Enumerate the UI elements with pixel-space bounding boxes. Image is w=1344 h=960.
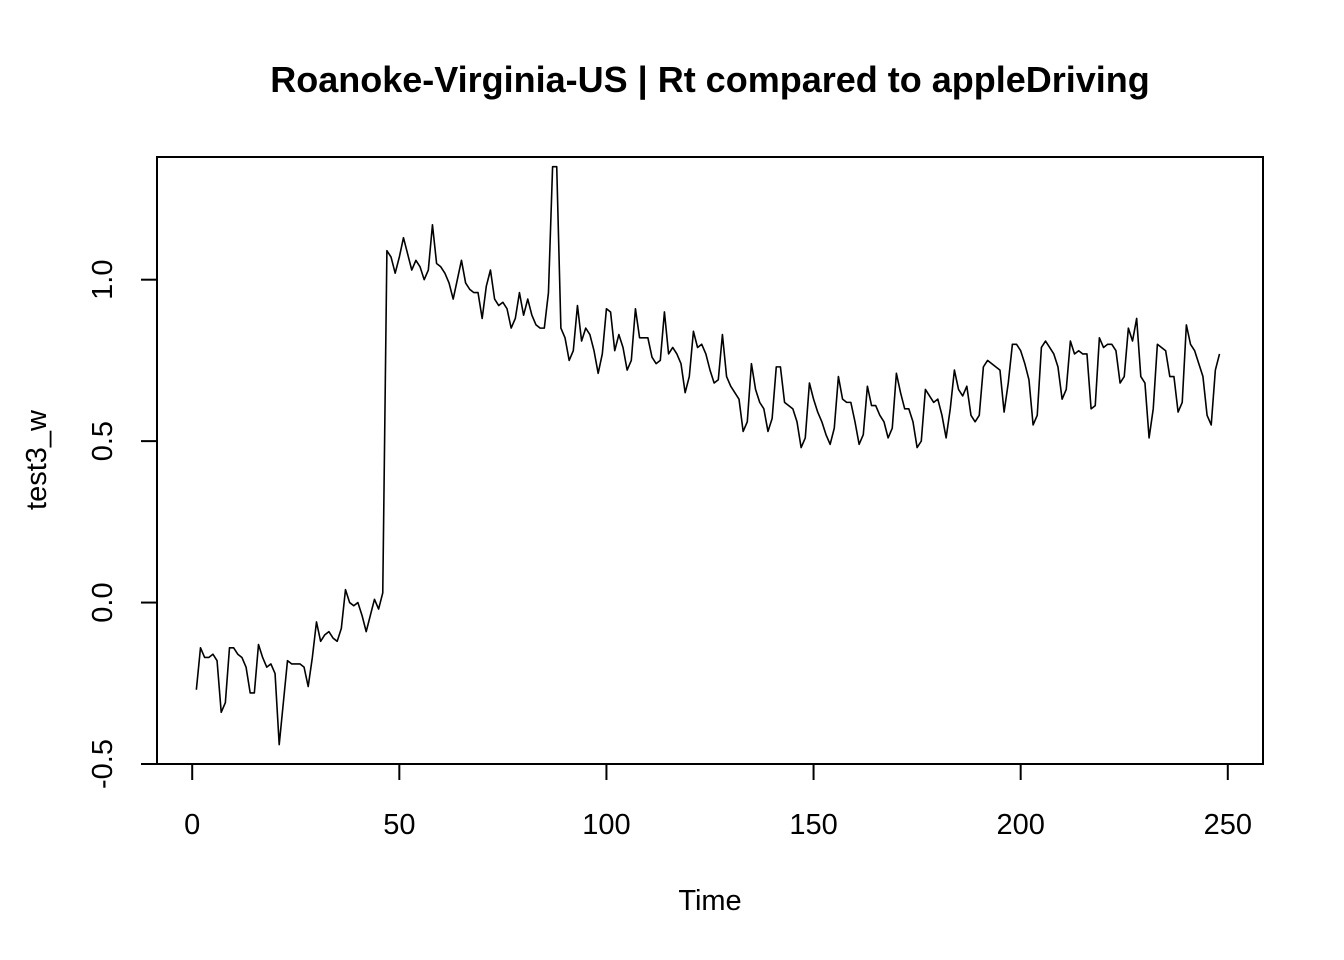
x-axis-label: Time <box>678 885 741 917</box>
x-tick-label: 100 <box>582 809 630 841</box>
x-tick-label: 50 <box>383 809 415 841</box>
x-tick-label: 0 <box>184 809 200 841</box>
x-tick-label: 200 <box>996 809 1044 841</box>
y-tick-label: 0.0 <box>87 582 119 622</box>
x-tick-label: 250 <box>1204 809 1252 841</box>
x-axis: 0 50 100 150 200 250 <box>184 763 1252 841</box>
y-tick-label: 1.0 <box>87 260 119 300</box>
series-line-test3-w <box>195 165 1221 746</box>
x-tick-label: 150 <box>789 809 837 841</box>
y-axis: -0.5 0.0 0.5 1.0 <box>87 260 158 789</box>
y-tick-label: -0.5 <box>87 739 119 789</box>
y-tick-label: 0.5 <box>87 421 119 461</box>
y-axis-label: test3_w <box>21 409 53 510</box>
plot-frame <box>156 156 1264 765</box>
chart-title: Roanoke-Virginia-US | Rt compared to app… <box>270 59 1150 101</box>
